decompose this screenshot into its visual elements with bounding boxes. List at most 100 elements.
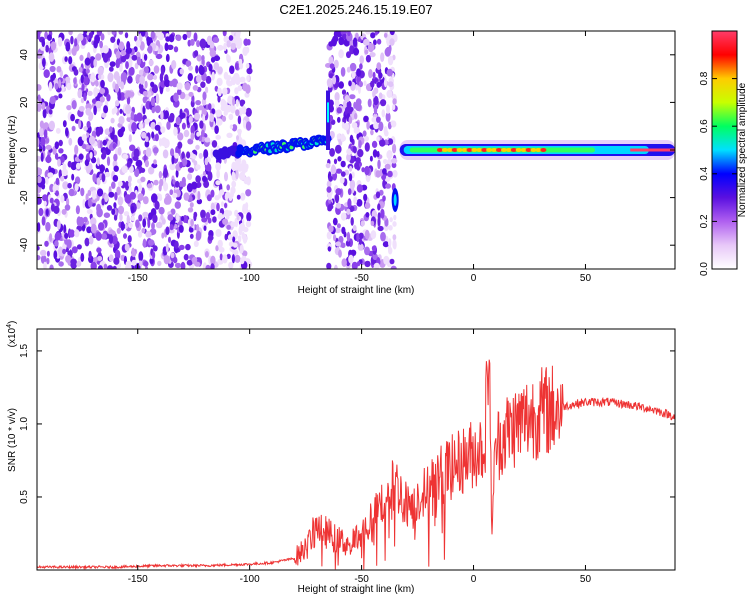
- noise-speckle: [190, 38, 195, 46]
- noise-speckle: [342, 100, 347, 110]
- noise-speckle: [210, 263, 215, 269]
- noise-speckle: [81, 134, 87, 142]
- noise-speckle: [113, 165, 119, 172]
- noise-speckle: [155, 53, 163, 60]
- noise-speckle: [364, 142, 370, 152]
- noise-speckle: [374, 31, 379, 36]
- noise-speckle: [383, 158, 388, 165]
- noise-speckle: [335, 144, 342, 154]
- noise-speckle: [328, 56, 334, 65]
- noise-speckle: [45, 208, 49, 217]
- spectrogram-xtick-label: -100: [240, 273, 260, 284]
- noise-speckle: [235, 37, 242, 44]
- noise-speckle: [389, 31, 395, 36]
- noise-speckle: [142, 105, 146, 115]
- noise-speckle: [204, 137, 211, 143]
- noise-speckle: [175, 116, 181, 126]
- noise-speckle: [50, 203, 55, 212]
- noise-speckle: [378, 72, 383, 79]
- noise-speckle: [211, 71, 215, 81]
- noise-speckle: [235, 77, 241, 85]
- noise-speckle: [353, 196, 358, 205]
- noise-speckle: [147, 166, 155, 175]
- noise-speckle: [185, 243, 191, 251]
- noise-speckle: [117, 205, 125, 215]
- noise-speckle: [88, 235, 94, 245]
- colorbar-tick-label: 0.0: [699, 262, 710, 276]
- noise-speckle: [226, 132, 233, 138]
- noise-speckle: [329, 148, 335, 157]
- noise-speckle: [205, 86, 209, 94]
- noise-speckle: [112, 174, 119, 182]
- noise-speckle: [120, 55, 127, 63]
- noise-speckle: [183, 192, 190, 201]
- noise-speckle: [54, 141, 59, 150]
- noise-speckle: [216, 169, 220, 179]
- noise-speckle: [71, 173, 75, 181]
- noise-speckle: [106, 205, 113, 211]
- noise-speckle: [37, 155, 41, 162]
- noise-speckle: [348, 116, 353, 124]
- noise-speckle: [80, 74, 85, 84]
- noise-speckle: [164, 79, 171, 88]
- noise-speckle: [106, 94, 111, 102]
- noise-speckle: [60, 155, 65, 162]
- noise-speckle: [349, 62, 357, 72]
- noise-speckle: [160, 214, 164, 221]
- noise-speckle: [143, 66, 149, 74]
- noise-speckle: [366, 120, 370, 130]
- noise-speckle: [128, 181, 132, 188]
- noise-speckle: [79, 54, 84, 62]
- noise-speckle: [177, 88, 182, 96]
- noise-speckle: [231, 124, 238, 132]
- noise-speckle: [351, 171, 355, 179]
- noise-speckle: [171, 78, 179, 88]
- noise-speckle: [228, 35, 234, 41]
- noise-speckle: [76, 260, 82, 267]
- noise-speckle: [387, 55, 394, 66]
- noise-speckle: [131, 54, 138, 61]
- noise-speckle: [42, 57, 46, 68]
- spectrogram-xtick-label: 0: [471, 273, 477, 284]
- noise-speckle: [77, 89, 83, 99]
- noise-speckle: [154, 133, 159, 142]
- noise-speckle: [54, 232, 61, 241]
- noise-speckle: [170, 208, 176, 215]
- noise-speckle: [125, 260, 131, 267]
- noise-speckle: [351, 261, 358, 269]
- noise-speckle: [113, 202, 117, 209]
- noise-speckle: [41, 39, 46, 47]
- noise-speckle: [201, 217, 208, 223]
- noise-speckle: [113, 257, 120, 265]
- noise-speckle: [37, 31, 41, 40]
- noise-speckle: [74, 229, 80, 238]
- noise-speckle: [333, 158, 338, 165]
- noise-speckle: [246, 75, 250, 82]
- noise-speckle: [91, 190, 97, 200]
- noise-speckle: [165, 53, 170, 63]
- noise-speckle: [42, 108, 47, 119]
- noise-speckle: [363, 115, 369, 123]
- noise-speckle: [232, 236, 236, 243]
- noise-speckle: [327, 246, 332, 252]
- noise-speckle: [345, 240, 351, 247]
- noise-speckle: [161, 218, 166, 225]
- spectrogram-y-ticks: -40 -20 0 20 40: [19, 49, 675, 252]
- noise-speckle: [187, 73, 193, 82]
- noise-speckle: [219, 253, 223, 261]
- noise-speckle: [229, 65, 235, 74]
- noise-speckle: [151, 131, 155, 139]
- noise-speckle: [192, 85, 199, 91]
- noise-speckle: [119, 108, 123, 114]
- signal-core: [289, 145, 294, 150]
- noise-speckle: [136, 56, 141, 66]
- noise-speckle: [354, 162, 360, 170]
- noise-speckle: [359, 63, 363, 70]
- spectrogram-marks: [37, 31, 675, 269]
- noise-speckle: [221, 115, 227, 122]
- noise-speckle: [392, 170, 398, 178]
- noise-speckle: [80, 187, 85, 197]
- noise-speckle: [104, 193, 109, 203]
- noise-speckle: [365, 212, 370, 218]
- snr-y-ticks: 0.5 1.0 1.5: [19, 344, 675, 504]
